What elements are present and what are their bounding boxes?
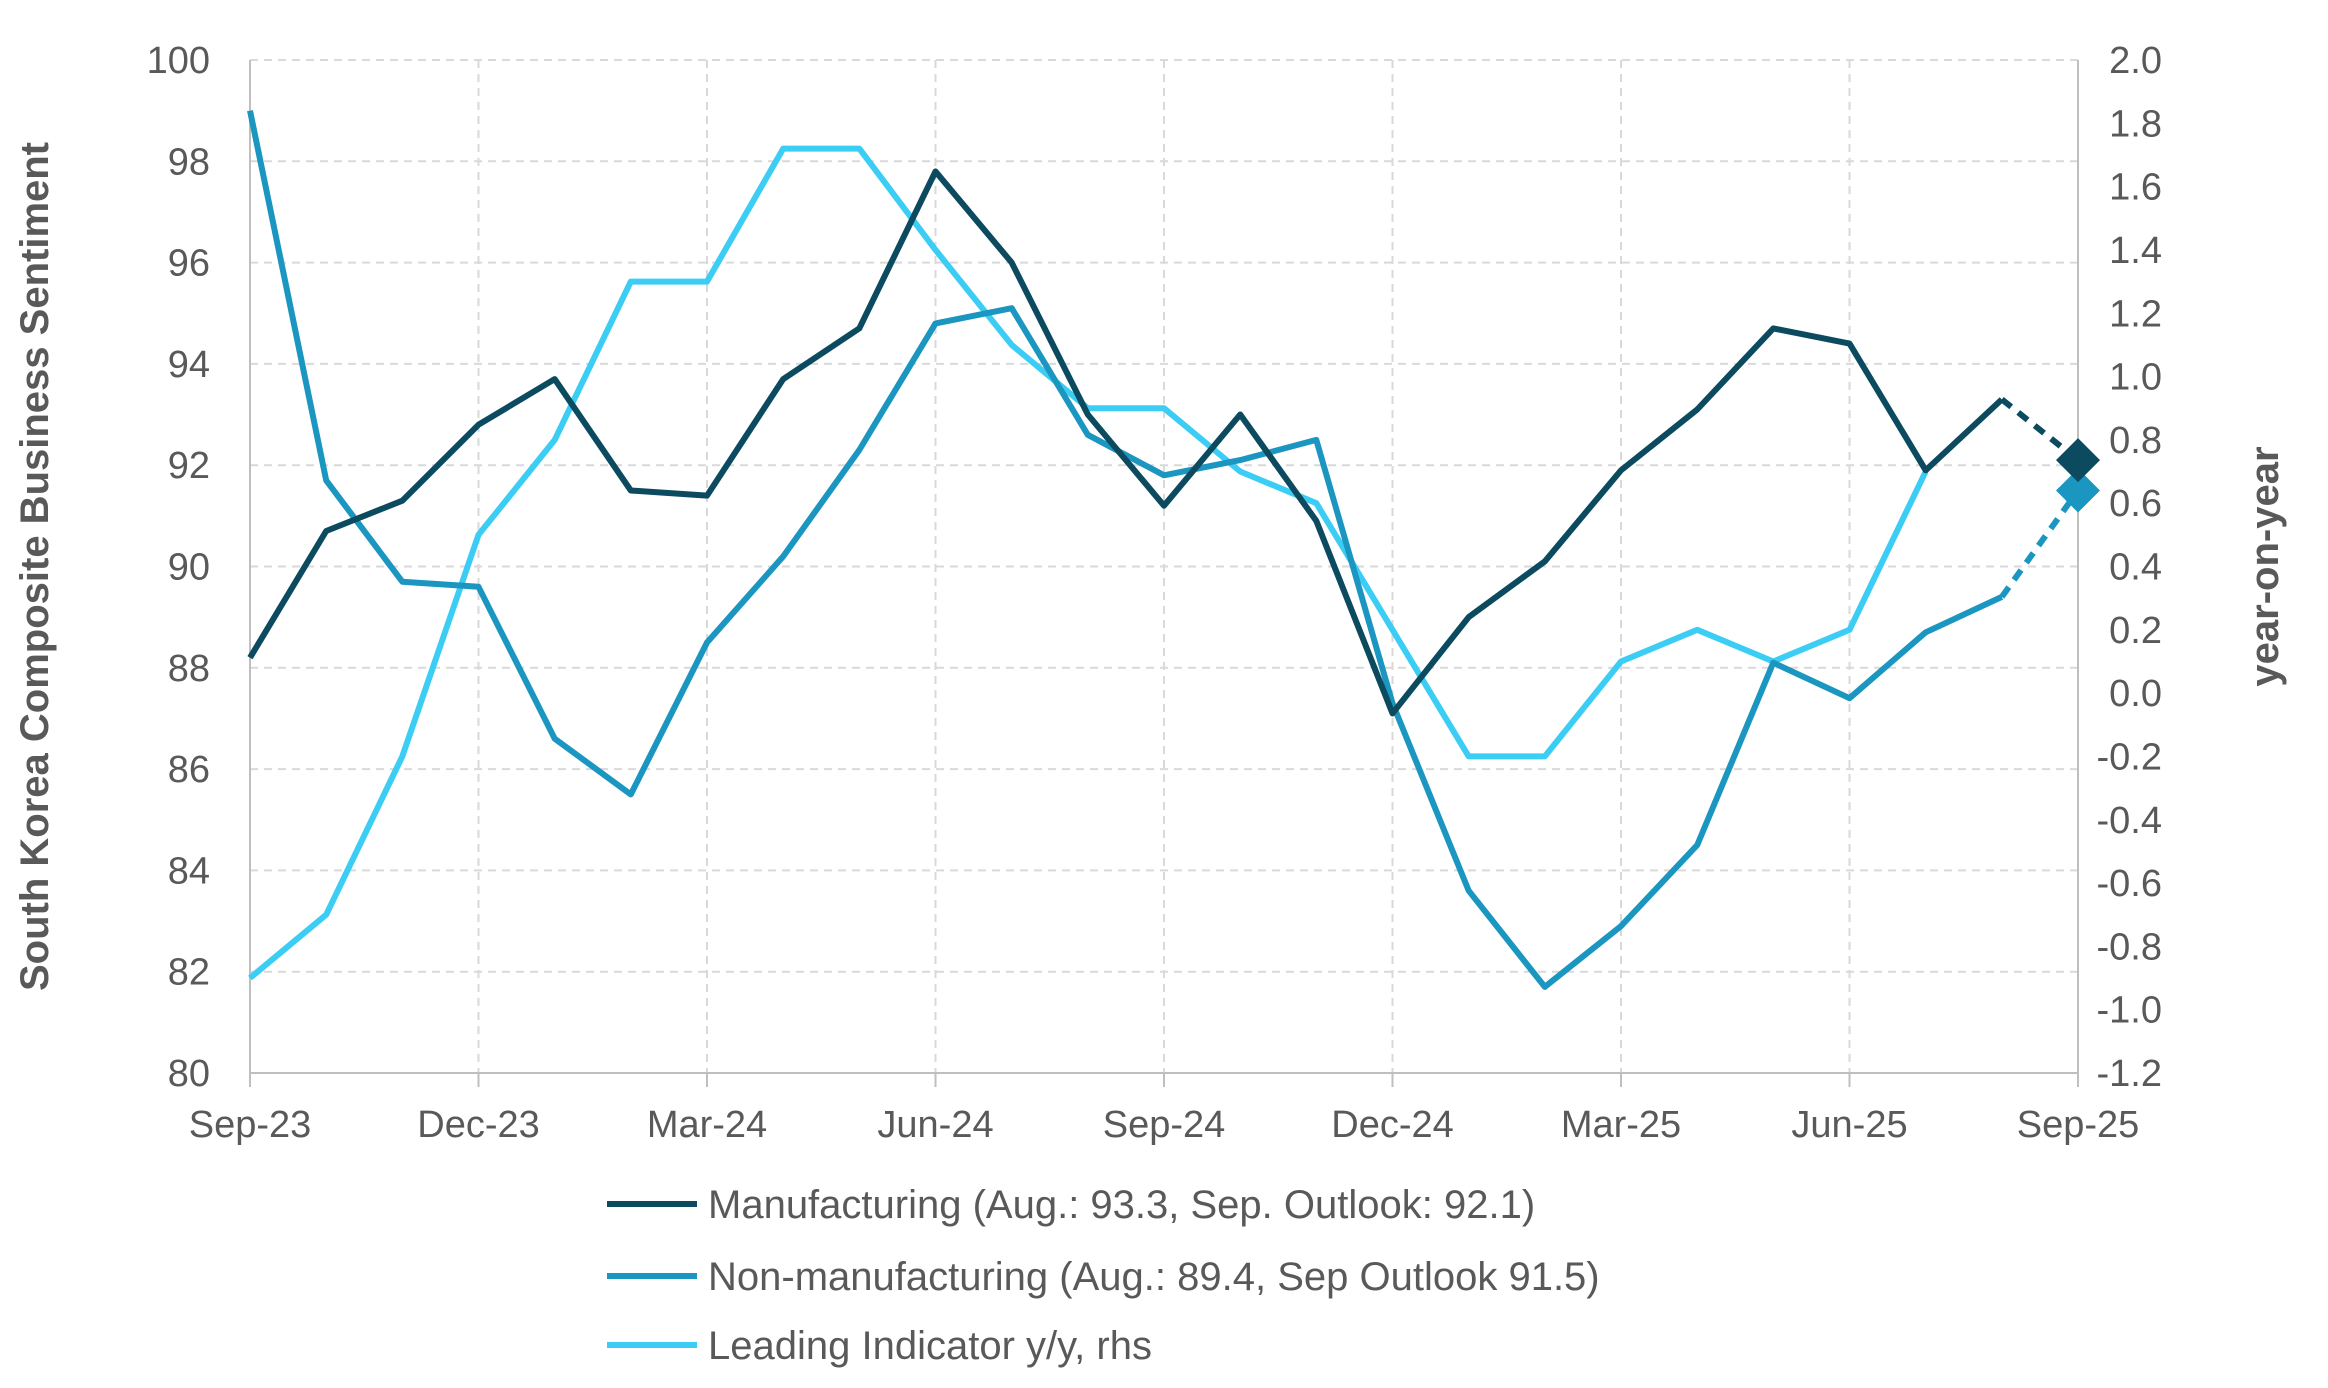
right-tick-label: -0.6 bbox=[2097, 863, 2162, 905]
x-axis-ticks: Sep-23 Dec-23 Mar-24 Jun-24 Sep-24 Dec-24 Mar-… bbox=[189, 1104, 2140, 1146]
series-line-0 bbox=[247, 168, 2004, 717]
x-tick-label: Sep-25 bbox=[2017, 1104, 2140, 1146]
right-tick-label: -1.2 bbox=[2097, 1053, 2162, 1095]
right-tick-label: 1.0 bbox=[2109, 357, 2162, 399]
outlook-marker-0 bbox=[2056, 438, 2100, 483]
left-tick-label: 100 bbox=[147, 40, 210, 82]
series-lines bbox=[247, 110, 2100, 990]
left-tick-label: 98 bbox=[168, 141, 210, 183]
legend-label-manufacturing: Manufacturing (Aug.: 93.3, Sep. Outlook:… bbox=[708, 1183, 1535, 1227]
left-tick-label: 92 bbox=[168, 445, 210, 487]
left-tick-label: 82 bbox=[168, 952, 210, 994]
right-tick-label: 0.6 bbox=[2109, 483, 2162, 525]
legend-label-non-manufacturing: Non-manufacturing (Aug.: 89.4, Sep Outlo… bbox=[708, 1255, 1600, 1299]
series-line-1 bbox=[247, 110, 2004, 990]
left-tick-label: 96 bbox=[168, 243, 210, 285]
x-tick-label: Jun-24 bbox=[877, 1104, 993, 1146]
left-axis-ticks: 80 82 84 86 88 90 92 94 96 98 100 bbox=[147, 40, 210, 1095]
outlook-line-1 bbox=[1999, 488, 2081, 599]
x-tick-label: Jun-25 bbox=[1791, 1104, 1907, 1146]
right-tick-label: -1.0 bbox=[2097, 990, 2162, 1032]
left-tick-label: 86 bbox=[168, 749, 210, 791]
right-axis-title: year-on-year bbox=[2243, 446, 2287, 686]
legend: Manufacturing (Aug.: 93.3, Sep. Outlook:… bbox=[607, 1183, 1600, 1368]
left-tick-label: 80 bbox=[168, 1053, 210, 1095]
right-tick-label: 0.0 bbox=[2109, 673, 2162, 715]
right-axis-ticks: -1.2 -1.0 -0.8 -0.6 -0.4 -0.2 0.0 0.2 0.4 0.6 0.8 1… bbox=[2097, 40, 2162, 1095]
left-tick-label: 90 bbox=[168, 547, 210, 589]
right-tick-label: -0.8 bbox=[2097, 926, 2162, 968]
left-tick-label: 88 bbox=[168, 648, 210, 690]
right-tick-label: 1.2 bbox=[2109, 293, 2162, 335]
outlook-marker-1 bbox=[2056, 468, 2100, 513]
x-tick-label: Sep-23 bbox=[189, 1104, 312, 1146]
x-tick-label: Mar-25 bbox=[1561, 1104, 1681, 1146]
x-tick-label: Sep-24 bbox=[1103, 1104, 1226, 1146]
right-tick-label: 0.4 bbox=[2109, 547, 2162, 589]
right-tick-label: 0.8 bbox=[2109, 420, 2162, 462]
x-tick-label: Dec-23 bbox=[417, 1104, 540, 1146]
right-tick-label: -0.4 bbox=[2097, 800, 2162, 842]
right-tick-label: 1.8 bbox=[2109, 103, 2162, 145]
gridlines bbox=[249, 59, 2079, 1087]
right-tick-label: 0.2 bbox=[2109, 610, 2162, 652]
left-tick-label: 94 bbox=[168, 344, 210, 386]
right-tick-label: -0.2 bbox=[2097, 736, 2162, 778]
right-tick-label: 2.0 bbox=[2109, 40, 2162, 82]
outlook-line-0 bbox=[1999, 397, 2080, 463]
x-tick-label: Mar-24 bbox=[647, 1104, 767, 1146]
series-line-2 bbox=[248, 145, 1929, 981]
left-axis-title: South Korea Composite Business Sentiment bbox=[13, 142, 57, 991]
right-tick-label: 1.6 bbox=[2109, 167, 2162, 209]
x-tick-label: Dec-24 bbox=[1331, 1104, 1454, 1146]
left-tick-label: 84 bbox=[168, 850, 210, 892]
right-tick-label: 1.4 bbox=[2109, 230, 2162, 272]
legend-label-leading-indicator: Leading Indicator y/y, rhs bbox=[708, 1324, 1152, 1368]
